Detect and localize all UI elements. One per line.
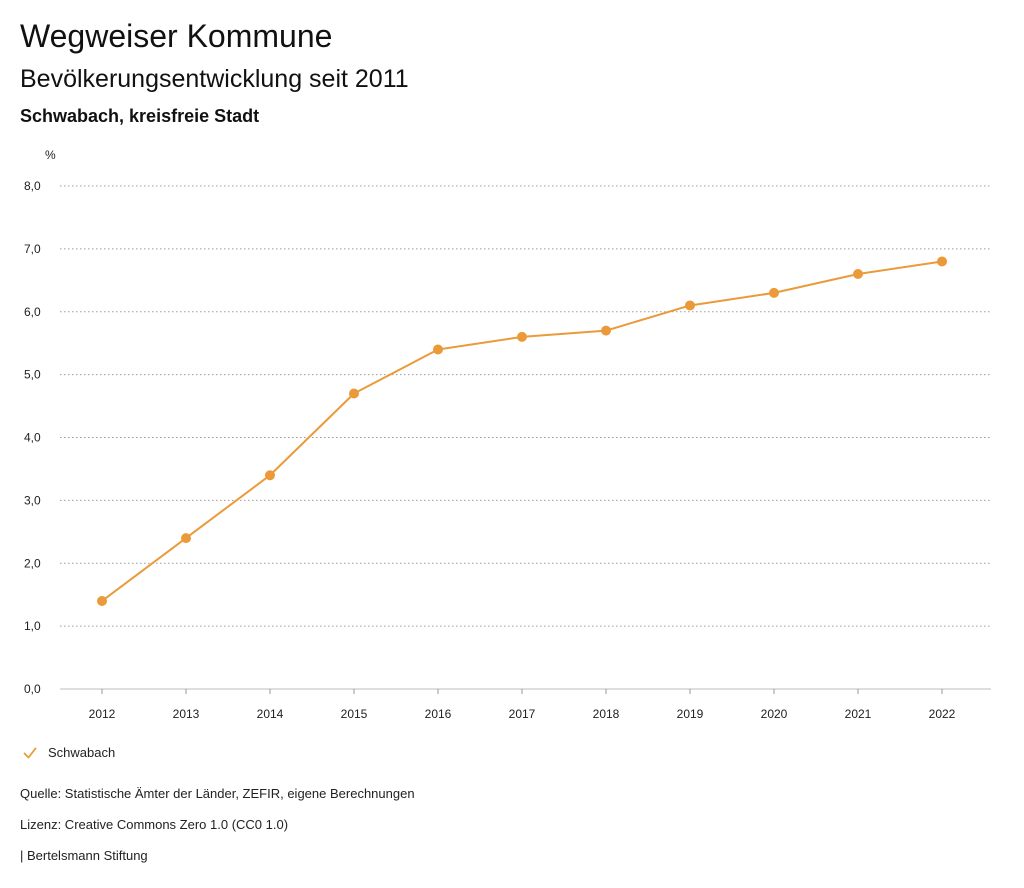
data-point[interactable] bbox=[769, 287, 779, 298]
data-point[interactable] bbox=[853, 269, 863, 280]
data-point[interactable] bbox=[601, 325, 611, 336]
data-point[interactable] bbox=[97, 595, 107, 606]
license-note: Lizenz: Creative Commons Zero 1.0 (CC0 1… bbox=[20, 817, 289, 832]
gridlines bbox=[60, 185, 991, 690]
x-tick-label: 2016 bbox=[425, 707, 452, 721]
y-axis-unit-label: % bbox=[45, 148, 56, 162]
data-point[interactable] bbox=[937, 256, 947, 267]
y-tick-label: 0,0 bbox=[24, 682, 41, 696]
data-point[interactable] bbox=[433, 344, 443, 355]
y-tick-label: 7,0 bbox=[24, 242, 41, 256]
series-layer bbox=[97, 256, 947, 606]
y-tick-label: 2,0 bbox=[24, 556, 41, 570]
y-tick-label: 4,0 bbox=[24, 431, 41, 445]
y-tick-label: 3,0 bbox=[24, 493, 41, 507]
x-tick-label: 2018 bbox=[593, 707, 620, 721]
x-tick-label: 2021 bbox=[845, 707, 872, 721]
data-point[interactable] bbox=[517, 331, 527, 342]
data-point[interactable] bbox=[265, 470, 275, 481]
x-tick-label: 2013 bbox=[173, 707, 200, 721]
y-tick-label: 8,0 bbox=[24, 179, 41, 193]
data-point[interactable] bbox=[685, 300, 695, 311]
x-tick-label: 2014 bbox=[257, 707, 284, 721]
check-icon bbox=[22, 745, 38, 761]
x-tick-label: 2012 bbox=[89, 707, 116, 721]
chart-subtitle: Bevölkerungsentwicklung seit 2011 bbox=[20, 65, 409, 93]
y-tick-label: 1,0 bbox=[24, 619, 41, 633]
y-tick-label: 5,0 bbox=[24, 368, 41, 382]
x-tick-label: 2020 bbox=[761, 707, 788, 721]
series-line-schwabach bbox=[101, 260, 943, 602]
x-axis-ticks: 2012 2013 2014 2015 2016 2017 2018 2019 2020 2021… bbox=[89, 689, 956, 721]
x-tick-label: 2022 bbox=[929, 707, 956, 721]
y-tick-label: 6,0 bbox=[24, 305, 41, 319]
x-tick-label: 2017 bbox=[509, 707, 536, 721]
y-axis-ticks: 0,0 1,0 2,0 3,0 4,0 5,0 6,0 7,0 8,0 bbox=[24, 179, 41, 696]
x-tick-label: 2015 bbox=[341, 707, 368, 721]
legend-label: Schwabach bbox=[48, 745, 116, 760]
region-label: Schwabach, kreisfreie Stadt bbox=[20, 106, 260, 126]
data-point[interactable] bbox=[349, 388, 359, 399]
legend-item-schwabach[interactable]: Schwabach bbox=[22, 744, 115, 762]
publisher-note: | Bertelsmann Stiftung bbox=[20, 848, 148, 863]
source-note: Quelle: Statistische Ämter der Länder, Z… bbox=[20, 786, 415, 801]
x-tick-label: 2019 bbox=[677, 707, 704, 721]
data-point[interactable] bbox=[181, 533, 191, 544]
page-title: Wegweiser Kommune bbox=[20, 18, 333, 54]
